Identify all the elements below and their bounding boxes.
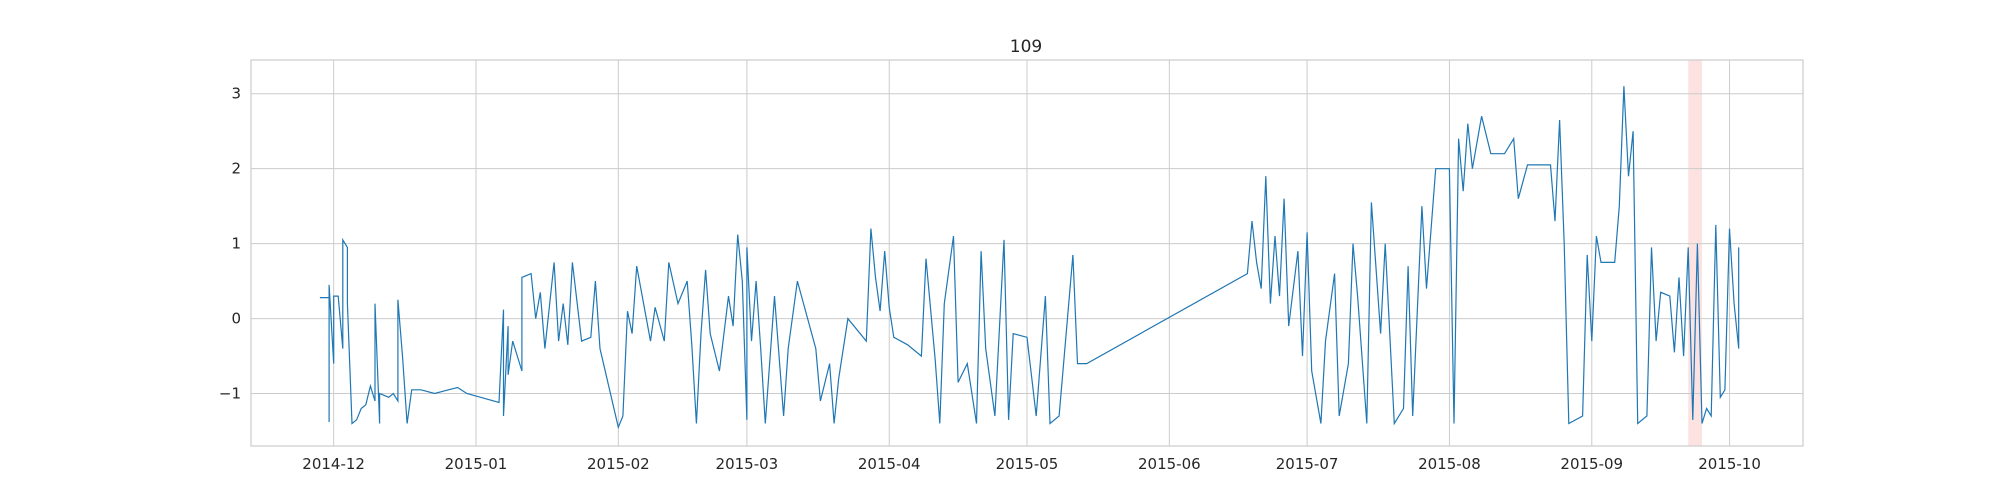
highlight-band-layer bbox=[1688, 60, 1702, 446]
x-tick-label: 2015-05 bbox=[996, 455, 1059, 473]
tick-label-layer: 2014-12 2015-01 2015-02 2015-03 2015-04 2015-… bbox=[219, 85, 1761, 473]
y-tick-label: −1 bbox=[219, 385, 241, 403]
y-tick-label: 3 bbox=[231, 85, 241, 103]
x-tick-label: 2015-02 bbox=[587, 455, 650, 473]
x-tick-label: 2015-10 bbox=[1698, 455, 1761, 473]
x-tick-label: 2015-07 bbox=[1276, 455, 1339, 473]
x-tick-label: 2015-06 bbox=[1138, 455, 1201, 473]
chart-title: 109 bbox=[1010, 37, 1042, 57]
series-line bbox=[319, 86, 1740, 430]
x-tick-label: 2014-12 bbox=[302, 455, 365, 473]
x-tick-label: 2015-03 bbox=[716, 455, 779, 473]
highlight-band bbox=[1688, 60, 1702, 446]
series-layer bbox=[319, 86, 1740, 430]
x-tick-label: 2015-01 bbox=[445, 455, 508, 473]
x-tick-label: 2015-04 bbox=[858, 455, 921, 473]
grid-layer bbox=[251, 60, 1803, 446]
y-tick-label: 0 bbox=[231, 310, 241, 328]
x-tick-label: 2015-08 bbox=[1418, 455, 1481, 473]
x-tick-label: 2015-09 bbox=[1560, 455, 1623, 473]
y-tick-label: 2 bbox=[231, 160, 241, 178]
y-tick-label: 1 bbox=[231, 235, 241, 253]
plot-frame bbox=[250, 59, 1804, 447]
